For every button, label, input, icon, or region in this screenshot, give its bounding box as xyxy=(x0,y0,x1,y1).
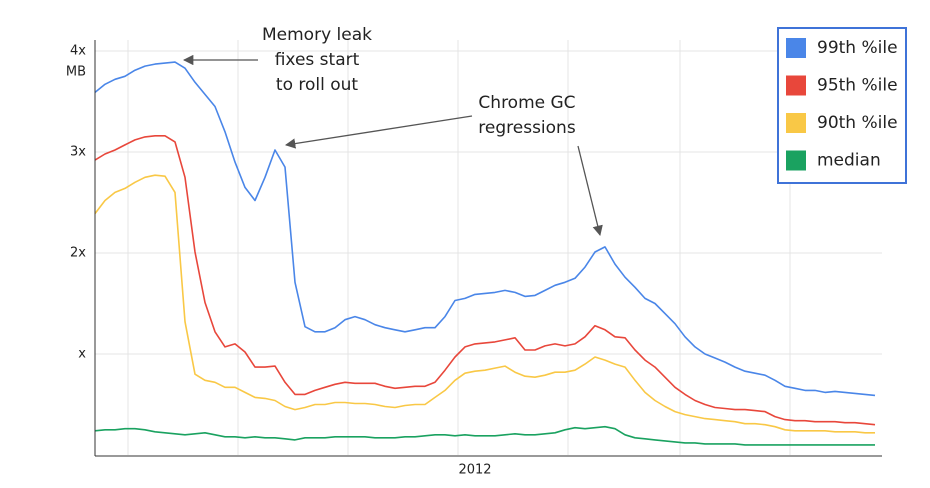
annotation: to roll out xyxy=(276,75,359,95)
annotation: Chrome GC xyxy=(478,93,575,113)
lines xyxy=(94,61,876,446)
y-tick-label: x xyxy=(78,347,86,362)
y-tick-label: 2x xyxy=(70,246,86,261)
legend-swatch xyxy=(786,113,806,133)
annotation: regressions xyxy=(478,118,576,138)
arrow xyxy=(577,145,603,237)
legend-swatch xyxy=(786,38,806,58)
series-line xyxy=(94,425,875,446)
legend-swatch xyxy=(786,75,806,96)
y-unit: MB xyxy=(66,65,86,80)
legend-label: median xyxy=(817,151,881,171)
grid xyxy=(95,50,882,355)
labels: x 2x 3x 4x 2012 xyxy=(70,44,492,478)
annotations: Memory leak fixes start to roll out Chrome … xyxy=(182,25,603,237)
legend-label: 90th %ile xyxy=(817,113,898,133)
legend: 99th %ile 95th %ile 90th %ile median xyxy=(786,38,898,171)
y-tick-label: 3x xyxy=(70,145,86,160)
series-line xyxy=(94,61,876,397)
arrow xyxy=(284,115,473,149)
series-line xyxy=(94,135,876,426)
annotation: fixes start xyxy=(275,50,360,70)
legend-swatch xyxy=(786,150,806,171)
legend-label: 95th %ile xyxy=(817,76,898,96)
y-tick-label: 4x xyxy=(70,44,86,59)
vertical-grid xyxy=(127,40,791,455)
annotation: Memory leak xyxy=(262,25,372,45)
series-line xyxy=(94,174,875,434)
legend-label: 99th %ile xyxy=(817,38,898,58)
x-tick-label: 2012 xyxy=(458,463,491,478)
